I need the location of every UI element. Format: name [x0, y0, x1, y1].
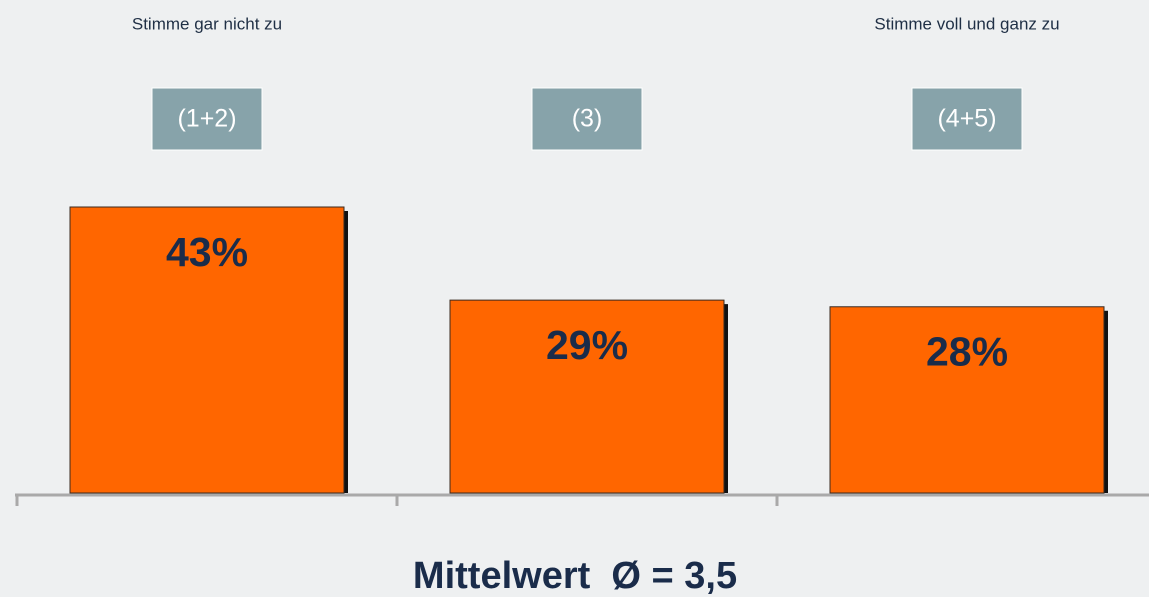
bar: [829, 306, 1105, 494]
category-box: [151, 87, 263, 151]
category-label: (4+5): [937, 105, 996, 133]
category-label: (1+2): [177, 105, 236, 133]
annotation: Stimme voll und ganz zu: [874, 14, 1059, 33]
category-label: (3): [572, 105, 603, 133]
category-box: [531, 87, 643, 151]
value-label: 28%: [926, 329, 1008, 375]
category-box: [911, 87, 1023, 151]
annotation: Stimme gar nicht zu: [132, 14, 282, 33]
footer: Mittelwert Ø = 3,5: [413, 555, 737, 597]
bar: [449, 299, 725, 494]
value-label: 29%: [546, 322, 628, 368]
value-label: 43%: [166, 229, 248, 275]
bar: [69, 206, 345, 494]
